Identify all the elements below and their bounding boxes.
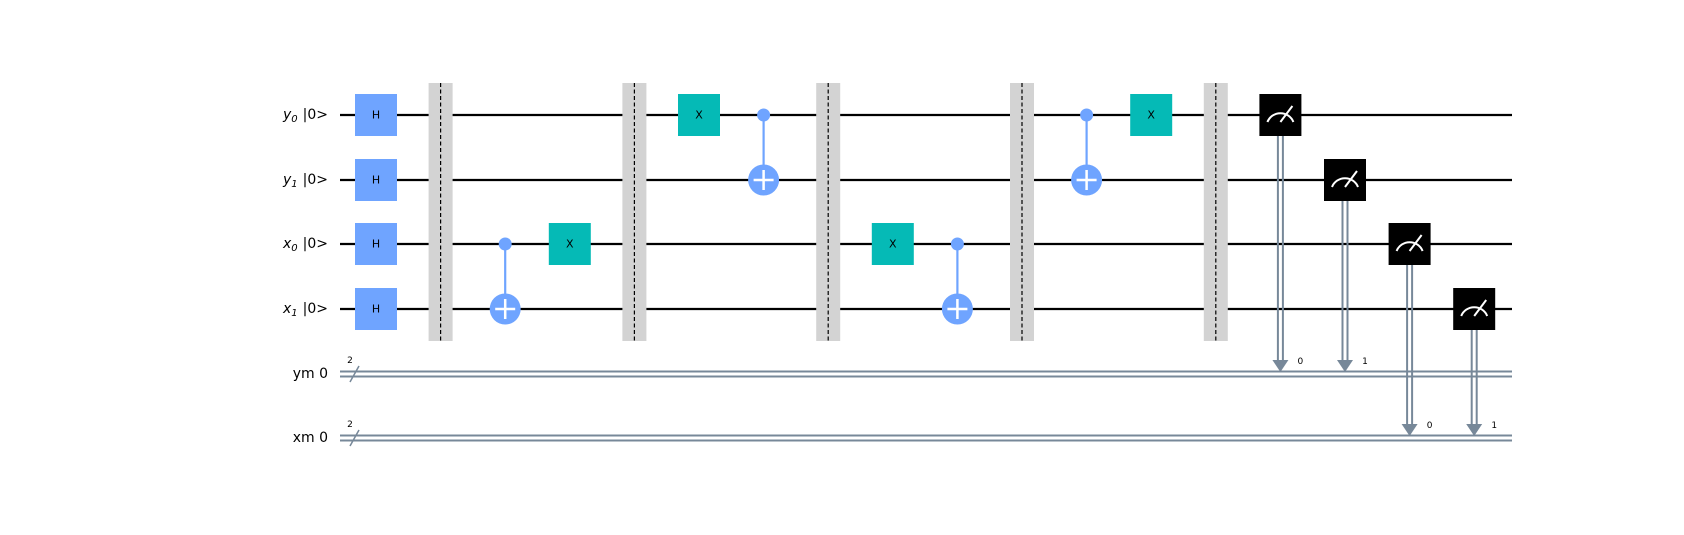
measure-bit-label: 1	[1362, 357, 1368, 367]
h-gate-label: H	[372, 174, 380, 187]
measure-gate	[1453, 288, 1496, 330]
meter-icon	[1266, 112, 1295, 123]
measure-gate	[1259, 94, 1302, 136]
qubit-name: y	[282, 172, 292, 188]
measure-arrow	[1337, 360, 1353, 372]
measure-arrow	[1401, 424, 1418, 436]
measure-arrow	[1466, 424, 1483, 436]
meter-needle	[1408, 234, 1423, 252]
qubit-label: x0 |0>	[282, 236, 328, 254]
qubit-label: y1 |0>	[282, 172, 328, 190]
control-dot	[498, 237, 512, 251]
qubit-index: 0	[291, 114, 297, 125]
measure-gate	[1388, 223, 1431, 265]
barrier	[428, 83, 453, 341]
h-gate-label: H	[372, 238, 380, 251]
x-gate	[871, 223, 914, 265]
barrier	[622, 83, 647, 341]
x-gate-label: X	[695, 109, 703, 122]
x-gate-label: X	[889, 238, 897, 251]
qubit-index: 1	[291, 308, 297, 319]
classical-register-label: xm 0	[293, 430, 328, 446]
qubit-name: x	[282, 301, 292, 317]
classical-register-label: ym 0	[293, 366, 328, 382]
h-gate	[355, 288, 397, 330]
meter-needle	[1279, 105, 1294, 123]
meter-needle	[1473, 299, 1487, 317]
qubit-state: |0>	[303, 236, 328, 252]
qubit-label: x1 |0>	[282, 301, 328, 319]
qubit-state: |0>	[303, 172, 328, 188]
measure-bit-label: 0	[1427, 421, 1433, 431]
h-gate	[355, 159, 397, 201]
qubit-index: 0	[291, 243, 297, 254]
x-gate	[548, 223, 591, 265]
qubit-index: 1	[291, 179, 297, 190]
register-size: 2	[347, 356, 353, 366]
measure-bit-label: 1	[1491, 421, 1497, 431]
meter-icon	[1395, 241, 1424, 252]
x-gate	[678, 94, 720, 136]
register-size: 2	[347, 420, 353, 430]
control-dot	[1080, 108, 1094, 122]
barrier	[1010, 83, 1034, 341]
meter-needle	[1344, 170, 1358, 188]
qubit-name: y	[282, 107, 292, 123]
x-gate-label: X	[566, 238, 574, 251]
qubit-label: y0 |0>	[282, 107, 328, 125]
qubit-name: x	[282, 236, 292, 252]
qubit-state: |0>	[303, 301, 328, 317]
measure-arrow	[1272, 360, 1289, 372]
bus-slash	[349, 365, 360, 383]
control-dot	[757, 108, 771, 122]
barrier	[816, 83, 841, 341]
h-gate-label: H	[372, 303, 380, 316]
control-dot	[950, 237, 964, 251]
barrier	[1203, 83, 1228, 341]
h-gate-label: H	[372, 109, 380, 122]
measure-bit-label: 0	[1298, 357, 1304, 367]
qubit-state: |0>	[303, 107, 328, 123]
x-gate-label: X	[1147, 109, 1155, 122]
measure-gate	[1324, 159, 1366, 201]
h-gate	[355, 94, 397, 136]
bus-slash	[349, 429, 360, 447]
meter-icon	[1331, 177, 1359, 188]
h-gate	[355, 223, 397, 265]
x-gate	[1130, 94, 1173, 136]
meter-icon	[1460, 306, 1489, 317]
